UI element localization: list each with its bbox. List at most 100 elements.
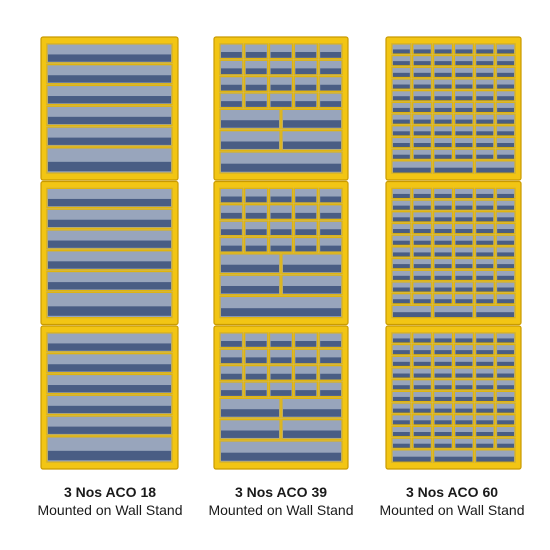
- drawer: [391, 89, 412, 102]
- drawer-front: [221, 430, 279, 438]
- drawer-front: [221, 285, 279, 294]
- drawer: [453, 54, 475, 67]
- drawer-front: [295, 68, 317, 75]
- drawer-front: [455, 205, 473, 210]
- drawer-front: [497, 299, 514, 304]
- drawer: [453, 66, 475, 78]
- drawer-front: [434, 229, 452, 234]
- drawer-front: [245, 84, 267, 91]
- drawer-front: [393, 312, 431, 318]
- drawer-front: [221, 245, 242, 252]
- drawer: [411, 413, 433, 426]
- drawer: [432, 124, 454, 137]
- drawer-front: [434, 131, 452, 136]
- drawer-front: [455, 193, 473, 199]
- drawer: [411, 269, 433, 281]
- drawer-front: [455, 61, 473, 66]
- product-subtitle: Mounted on Wall Stand: [37, 502, 182, 518]
- drawer-front: [320, 101, 341, 107]
- drawer: [474, 269, 496, 281]
- drawer-front: [497, 361, 514, 366]
- drawer-front: [434, 432, 452, 437]
- drawer-front: [245, 357, 267, 364]
- drawer-front: [393, 456, 431, 462]
- drawer-front: [455, 361, 473, 366]
- drawer: [432, 378, 454, 391]
- drawer: [495, 257, 516, 270]
- drawer-front: [413, 264, 431, 269]
- drawer-front: [221, 120, 279, 128]
- drawer: [453, 355, 475, 367]
- drawer-front: [413, 72, 431, 77]
- drawer-front: [270, 357, 292, 364]
- drawer-front: [295, 245, 317, 252]
- drawer-front: [48, 75, 171, 83]
- drawer: [432, 355, 454, 367]
- drawer: [453, 332, 475, 344]
- drawer: [411, 378, 433, 391]
- drawer-front: [497, 193, 514, 199]
- drawer-front: [320, 357, 341, 364]
- drawer-front: [455, 275, 473, 280]
- drawer-front: [434, 217, 452, 222]
- drawer: [432, 281, 454, 293]
- drawer-front: [476, 350, 494, 355]
- drawer-front: [393, 107, 410, 113]
- drawer-front: [476, 443, 494, 448]
- drawer-front: [245, 373, 267, 380]
- drawer-front: [221, 390, 242, 396]
- drawer-front: [393, 240, 410, 245]
- drawer-front: [320, 373, 341, 380]
- drawer-front: [48, 54, 171, 62]
- drawer: [495, 246, 516, 258]
- drawer: [432, 402, 454, 414]
- drawer-front: [393, 131, 410, 136]
- drawer-front: [221, 229, 242, 235]
- drawer: [391, 402, 412, 414]
- drawer-front: [221, 212, 242, 219]
- drawer-front: [476, 167, 514, 173]
- drawer: [453, 343, 475, 356]
- drawer: [453, 78, 475, 90]
- drawer: [432, 78, 454, 90]
- drawer: [411, 257, 433, 270]
- drawer-front: [476, 408, 494, 413]
- cabinet-back: [391, 43, 516, 174]
- drawer: [453, 390, 475, 403]
- drawer-front: [393, 443, 410, 448]
- drawer: [453, 367, 475, 379]
- drawer-front: [434, 193, 452, 199]
- product-title: 3 Nos ACO 18: [64, 484, 156, 500]
- drawer: [495, 187, 516, 200]
- drawer-front: [476, 338, 494, 343]
- drawer: [474, 54, 496, 67]
- drawer-front: [245, 68, 267, 75]
- drawer: [432, 413, 454, 426]
- drawer: [391, 101, 412, 114]
- drawer-front: [497, 229, 514, 234]
- drawer: [495, 124, 516, 137]
- drawer: [391, 136, 412, 149]
- drawer: [495, 378, 516, 391]
- drawer: [411, 124, 433, 137]
- drawer-front: [393, 373, 410, 378]
- drawer-front: [221, 52, 242, 58]
- drawer: [495, 199, 516, 211]
- drawer: [391, 378, 412, 391]
- drawer-front: [476, 229, 494, 234]
- drawer-front: [393, 432, 410, 437]
- drawer: [474, 390, 496, 403]
- drawer: [495, 332, 516, 344]
- drawer: [495, 222, 516, 235]
- drawer: [474, 113, 496, 125]
- drawer-front: [434, 72, 452, 77]
- drawer: [453, 89, 475, 102]
- drawer-front: [497, 217, 514, 222]
- drawer-front: [393, 205, 410, 210]
- drawer-front: [413, 443, 431, 448]
- drawer-front: [283, 285, 341, 294]
- drawer: [474, 89, 496, 102]
- drawer-front: [455, 350, 473, 355]
- drawer: [391, 246, 412, 258]
